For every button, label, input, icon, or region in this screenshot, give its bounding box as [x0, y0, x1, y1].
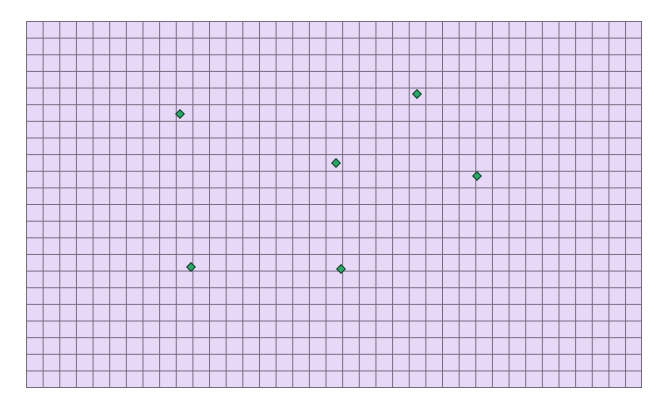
board-marker-6[interactable]	[335, 264, 346, 275]
board-marker-1[interactable]	[175, 109, 185, 120]
board-marker-4[interactable]	[472, 170, 483, 181]
board-marker-5[interactable]	[185, 262, 196, 273]
board-marker-2[interactable]	[412, 89, 423, 100]
game-grid-board[interactable]	[26, 21, 642, 388]
board-marker-3[interactable]	[330, 157, 341, 168]
